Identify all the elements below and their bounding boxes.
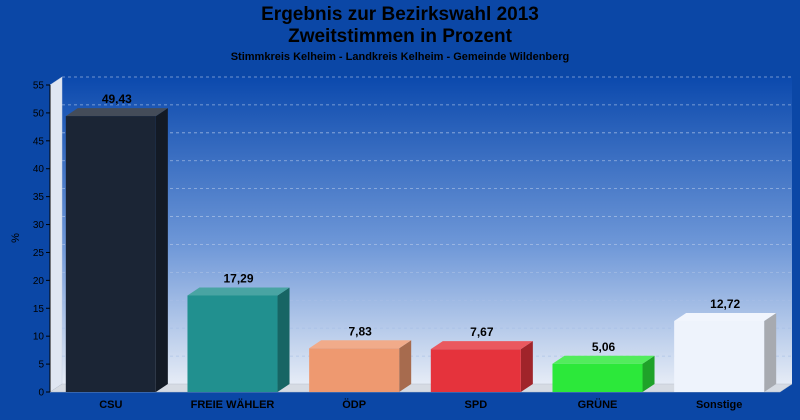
bar-side [277, 287, 290, 392]
bar-side [764, 312, 777, 392]
bar [552, 363, 643, 392]
bar-side [155, 108, 168, 392]
bar-side [642, 355, 655, 392]
y-tick-label: 45 [33, 136, 45, 147]
y-tick-label: 55 [33, 81, 45, 92]
y-tick-label: 10 [33, 332, 45, 343]
bar-top [674, 312, 777, 321]
x-tick-label: SPD [465, 399, 488, 411]
y-tick-label: 0 [38, 388, 44, 399]
y-tick-label: 5 [38, 360, 44, 371]
x-tick-label: FREIE WÄHLER [191, 398, 275, 411]
x-tick-label: ÖDP [342, 398, 366, 411]
y-tick-label: 25 [33, 248, 45, 259]
chart-title-block: Ergebnis zur Bezirkswahl 2013 Zweitstimm… [0, 4, 800, 65]
data-label: 12,72 [710, 297, 740, 311]
back-wall [62, 77, 792, 384]
y-tick-label: 20 [33, 276, 45, 287]
bar-top [552, 355, 655, 364]
bar-side [520, 341, 533, 392]
y-tick-label: 35 [33, 192, 45, 203]
bar-top [309, 340, 412, 349]
data-label: 7,83 [348, 324, 372, 338]
data-label: 7,67 [470, 325, 494, 339]
bar [430, 349, 521, 392]
y-tick-label: 50 [33, 108, 45, 119]
data-label: 5,06 [592, 340, 616, 354]
bar [309, 348, 400, 392]
y-tick-label: 40 [33, 164, 45, 175]
chart-title-line-1: Ergebnis zur Bezirkswahl 2013 [261, 4, 539, 25]
x-tick-label: CSU [99, 399, 122, 411]
x-tick-label: Sonstige [696, 399, 742, 411]
bar [674, 320, 765, 392]
bar-top [430, 341, 533, 350]
y-tick-label: 30 [33, 220, 45, 231]
left-wall [49, 76, 63, 393]
data-label: 17,29 [223, 271, 253, 285]
data-label: 49,43 [102, 92, 132, 106]
bar [65, 116, 156, 392]
y-tick-label: 15 [33, 304, 45, 315]
bar-side [399, 340, 412, 392]
chart-title-line-2: Zweitstimmen in Prozent [288, 26, 512, 47]
x-tick-label: GRÜNE [578, 398, 618, 411]
bar-top [187, 287, 290, 296]
bar-top [65, 108, 168, 117]
bar [187, 295, 278, 392]
chart-subtitle: Stimmkreis Kelheim - Landkreis Kelheim -… [230, 51, 570, 63]
y-axis-title: % [10, 233, 22, 243]
